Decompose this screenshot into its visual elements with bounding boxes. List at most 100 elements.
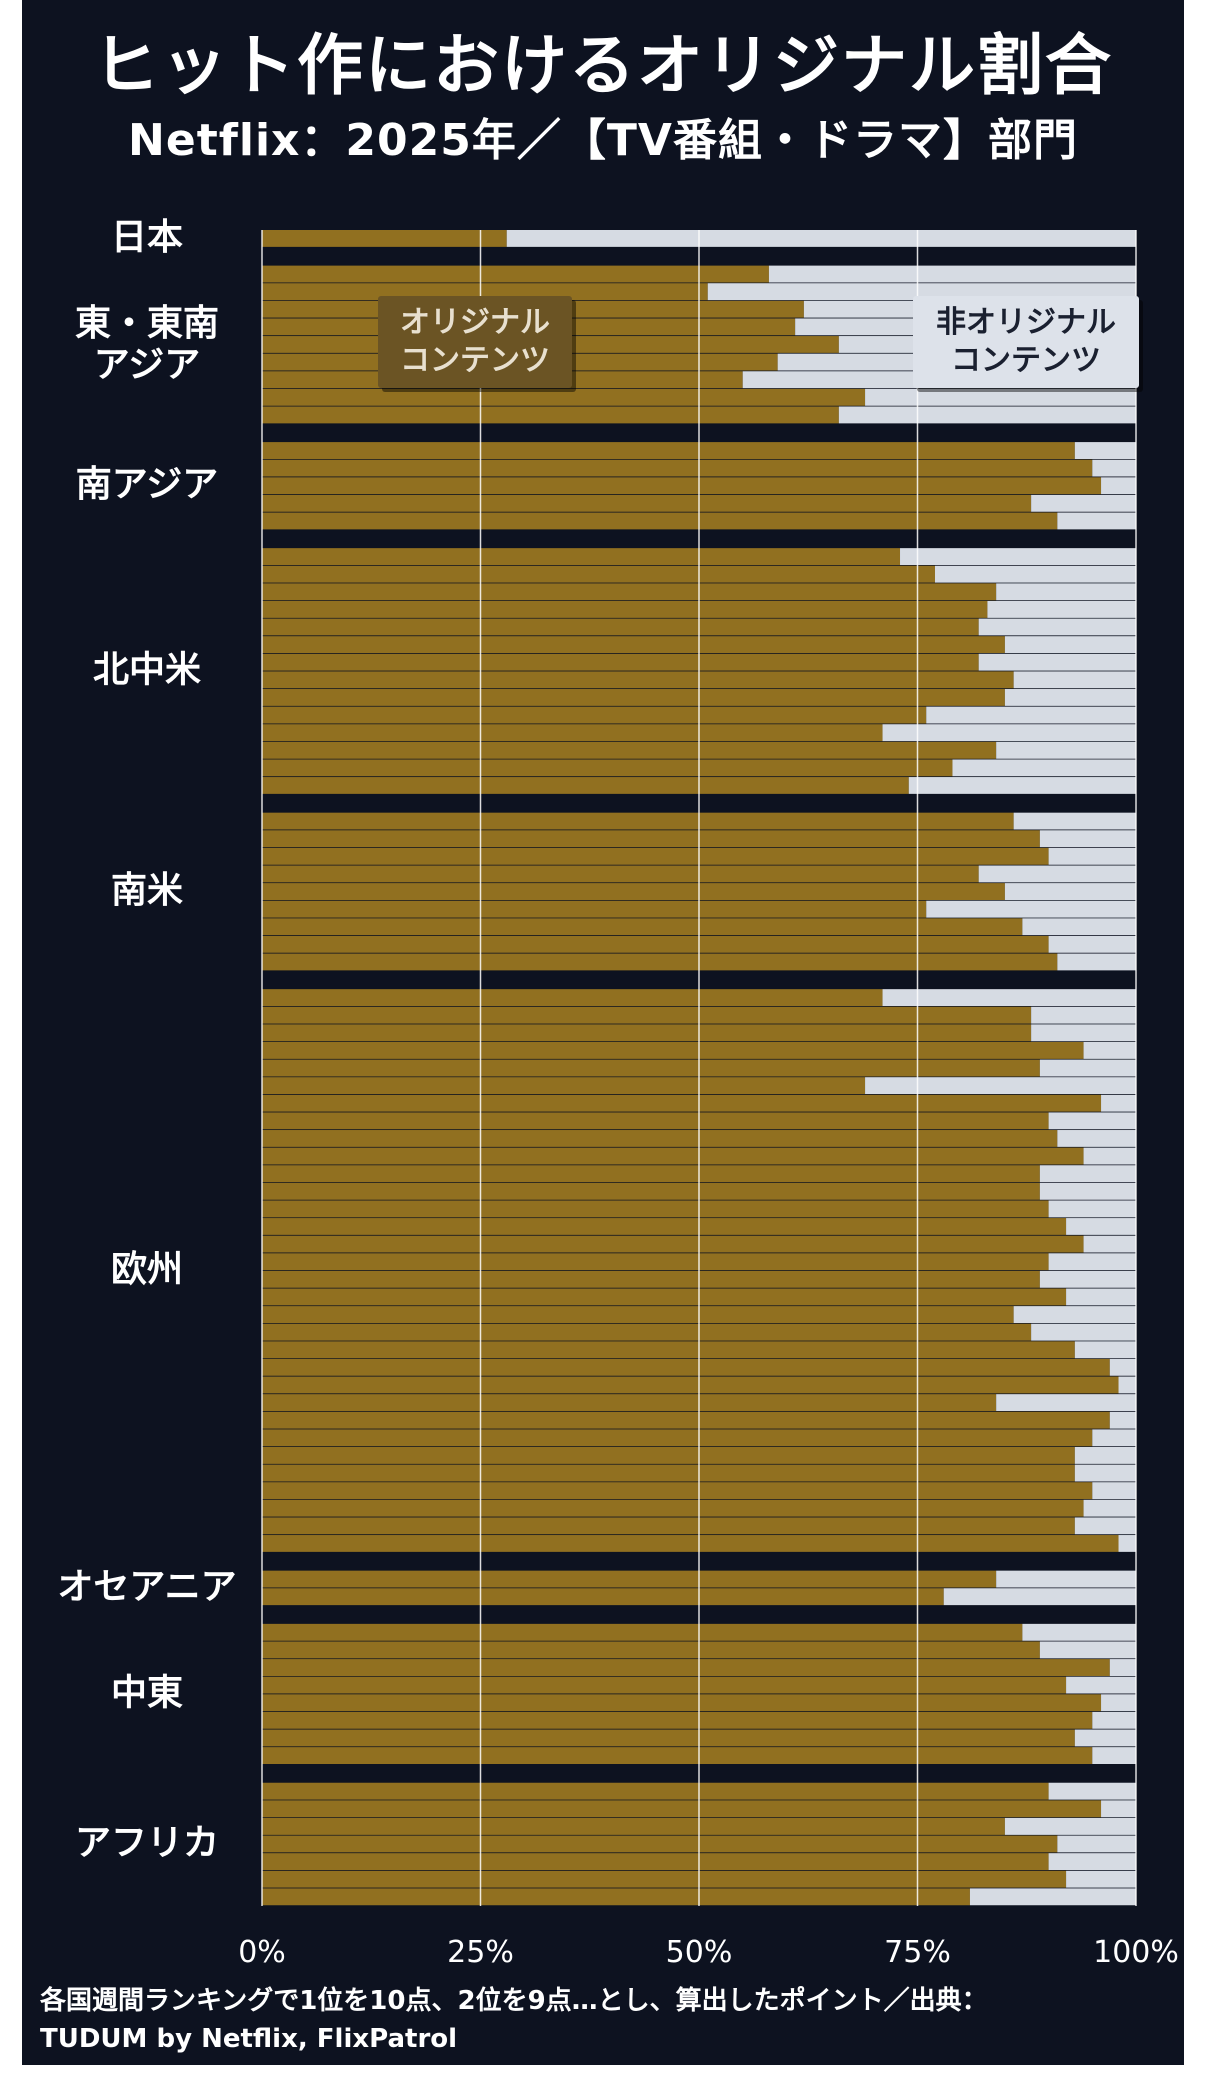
x-tick-label-0: 0% [238, 1935, 286, 1970]
region-label-6: オセアニア [57, 1566, 236, 1607]
bar-original-5-15 [262, 1253, 1049, 1271]
bar-non-original-1-7 [865, 388, 1136, 407]
region-label-3: 北中米 [93, 649, 201, 690]
bar-non-original-3-1 [934, 565, 1136, 584]
bar-non-original-6-0 [996, 1570, 1136, 1589]
bar-original-5-8 [262, 1130, 1058, 1148]
bar-original-3-10 [262, 724, 883, 742]
bar-original-7-1 [262, 1641, 1040, 1660]
x-tick-label-3: 75% [884, 1935, 951, 1970]
bar-original-3-1 [262, 565, 935, 584]
legend-original: オリジナル コンテンツ [378, 296, 572, 388]
bar-non-original-8-1 [1101, 1800, 1136, 1818]
region-label-4: 南米 [111, 870, 183, 911]
bar-non-original-8-5 [1066, 1870, 1136, 1889]
bar-non-original-4-1 [1039, 830, 1136, 848]
bar-non-original-5-0 [882, 989, 1136, 1007]
bar-non-original-5-7 [1048, 1112, 1136, 1131]
bar-original-1-7 [262, 388, 866, 407]
bar-original-5-30 [262, 1517, 1075, 1536]
bar-non-original-5-13 [1066, 1218, 1136, 1236]
bar-original-7-0 [262, 1623, 1023, 1642]
bar-non-original-5-26 [1074, 1446, 1136, 1465]
bar-non-original-5-9 [1083, 1147, 1136, 1166]
bar-original-4-8 [262, 953, 1058, 972]
bar-non-original-5-8 [1057, 1130, 1136, 1148]
bar-original-1-1 [262, 283, 708, 301]
bar-original-7-6 [262, 1729, 1075, 1748]
bar-non-original-5-10 [1039, 1165, 1136, 1183]
bar-non-original-5-17 [1066, 1288, 1136, 1307]
bar-non-original-3-12 [952, 759, 1136, 778]
bar-original-3-12 [262, 759, 953, 778]
legend-original-label: オリジナル コンテンツ [400, 305, 550, 378]
bar-non-original-7-3 [1066, 1676, 1136, 1695]
bar-original-5-21 [262, 1358, 1110, 1377]
bar-original-5-25 [262, 1429, 1093, 1447]
bar-non-original-3-3 [987, 600, 1136, 619]
bar-non-original-5-2 [1031, 1024, 1136, 1042]
region-label-8: アフリカ [75, 1822, 219, 1863]
bar-non-original-5-31 [1118, 1535, 1136, 1553]
bar-non-original-8-4 [1048, 1853, 1136, 1871]
bar-non-original-5-16 [1039, 1270, 1136, 1289]
bar-original-2-1 [262, 459, 1093, 478]
bar-original-8-1 [262, 1800, 1102, 1818]
bar-non-original-3-5 [1004, 636, 1136, 654]
bar-non-original-5-28 [1092, 1482, 1136, 1500]
bar-original-8-5 [262, 1870, 1067, 1889]
bar-non-original-1-8 [838, 406, 1136, 425]
bar-non-original-6-1 [943, 1588, 1136, 1606]
bar-non-original-4-5 [926, 900, 1136, 919]
bar-original-8-6 [262, 1888, 970, 1906]
bar-original-7-3 [262, 1676, 1067, 1695]
bar-original-5-16 [262, 1270, 1040, 1289]
region-label-7: 中東 [111, 1672, 183, 1713]
bar-non-original-5-19 [1031, 1323, 1136, 1342]
region-label-2: 南アジア [76, 464, 219, 505]
bar-original-5-3 [262, 1041, 1084, 1060]
region-label-5: 欧州 [111, 1249, 183, 1290]
bar-original-2-2 [262, 477, 1102, 495]
bar-non-original-5-1 [1031, 1006, 1136, 1025]
bar-non-original-7-6 [1074, 1729, 1136, 1748]
bar-original-5-11 [262, 1182, 1040, 1201]
bar-original-7-5 [262, 1711, 1093, 1730]
bar-original-3-9 [262, 706, 927, 725]
bar-original-7-4 [262, 1694, 1102, 1712]
bar-non-original-3-11 [996, 741, 1136, 760]
bar-original-3-6 [262, 653, 979, 672]
bar-original-0-0 [262, 230, 507, 248]
bar-non-original-8-3 [1057, 1835, 1136, 1854]
bar-original-5-23 [262, 1394, 997, 1412]
bar-original-3-2 [262, 583, 997, 601]
bar-original-6-0 [262, 1570, 997, 1589]
x-tick-label-2: 50% [666, 1935, 733, 1970]
bar-non-original-3-8 [1004, 689, 1136, 707]
bar-non-original-2-1 [1092, 459, 1136, 478]
bar-original-5-12 [262, 1200, 1049, 1219]
bar-original-5-0 [262, 989, 883, 1007]
bar-non-original-7-2 [1109, 1659, 1136, 1677]
bar-original-7-2 [262, 1659, 1110, 1677]
legend-non-original: 非オリジナル コンテンツ [913, 296, 1139, 388]
bar-original-5-7 [262, 1112, 1049, 1131]
bar-non-original-5-20 [1074, 1341, 1136, 1359]
bar-non-original-0-0 [506, 230, 1137, 248]
bar-non-original-4-3 [978, 865, 1136, 884]
bar-non-original-8-0 [1048, 1782, 1136, 1801]
bar-non-original-5-15 [1048, 1253, 1136, 1271]
bar-non-original-3-2 [996, 583, 1136, 601]
bar-non-original-4-4 [1004, 883, 1136, 901]
footnote: 各国週間ランキングで1位を10点、2位を9点…とし、算出したポイント／出典： T… [40, 1986, 988, 2054]
bar-non-original-5-5 [865, 1077, 1136, 1095]
bar-original-5-1 [262, 1006, 1032, 1025]
bar-non-original-5-12 [1048, 1200, 1136, 1219]
bar-non-original-7-4 [1101, 1694, 1136, 1712]
bar-original-3-11 [262, 741, 997, 760]
bar-non-original-5-29 [1083, 1499, 1136, 1518]
region-label-1: 東・東南アジア [75, 303, 219, 385]
bar-non-original-4-0 [1013, 812, 1136, 831]
bar-original-4-5 [262, 900, 927, 919]
bar-non-original-5-25 [1092, 1429, 1136, 1447]
